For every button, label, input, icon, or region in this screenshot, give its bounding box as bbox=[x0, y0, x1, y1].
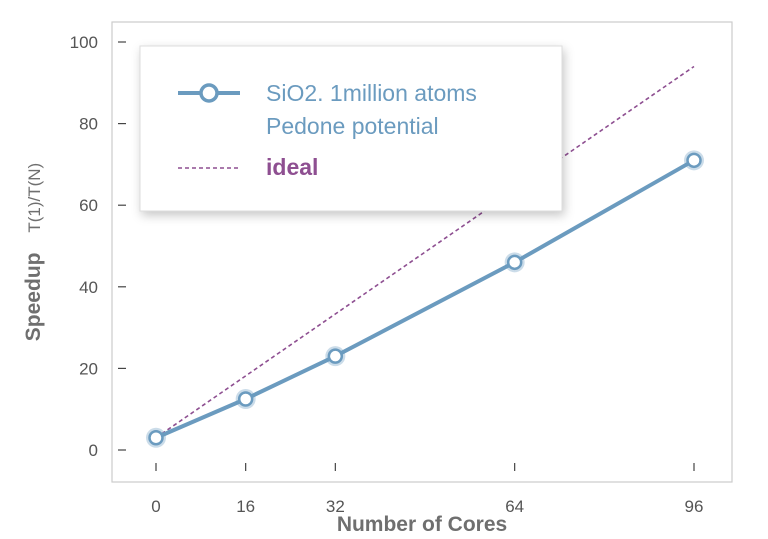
legend-marker-sio2 bbox=[199, 83, 219, 103]
x-axis-title: Number of Cores bbox=[337, 513, 507, 536]
y-tick-label-60: 60 bbox=[79, 196, 98, 215]
series-line-ideal bbox=[155, 65, 695, 439]
x-tick-label-64: 64 bbox=[505, 497, 524, 516]
y-axis-title-main: Speedup bbox=[22, 253, 45, 342]
y-axis-title: Speedup T(1)/T(N) bbox=[22, 163, 45, 341]
data-point-96 bbox=[686, 152, 702, 169]
x-tick-label-16: 16 bbox=[236, 497, 255, 516]
y-tick-label-20: 20 bbox=[79, 359, 98, 378]
data-point-0 bbox=[148, 430, 164, 446]
legend-label-sio2: SiO2. 1million atoms bbox=[266, 80, 477, 106]
x-tick-label-0: 0 bbox=[151, 497, 160, 516]
y-tick-label-80: 80 bbox=[79, 115, 98, 134]
legend-label-ideal: ideal bbox=[266, 154, 318, 180]
y-axis: 0 20 40 60 80 100 bbox=[70, 33, 126, 460]
x-tick-label-96: 96 bbox=[685, 497, 704, 516]
y-axis-title-sub: T(1)/T(N) bbox=[25, 163, 44, 233]
legend-label-pedone: Pedone potential bbox=[266, 113, 439, 139]
legend-box bbox=[139, 45, 563, 212]
series-layer bbox=[146, 65, 704, 448]
data-point-16 bbox=[237, 391, 254, 407]
data-point-32 bbox=[327, 348, 344, 364]
data-point-64 bbox=[506, 254, 523, 271]
y-tick-label-0: 0 bbox=[89, 441, 98, 460]
legend: SiO2. 1million atoms Pedone potential id… bbox=[139, 45, 563, 212]
x-axis: 0 16 32 64 96 bbox=[151, 463, 703, 516]
y-tick-label-100: 100 bbox=[70, 33, 98, 52]
x-tick-label-32: 32 bbox=[326, 497, 345, 516]
y-tick-label-40: 40 bbox=[79, 278, 98, 297]
